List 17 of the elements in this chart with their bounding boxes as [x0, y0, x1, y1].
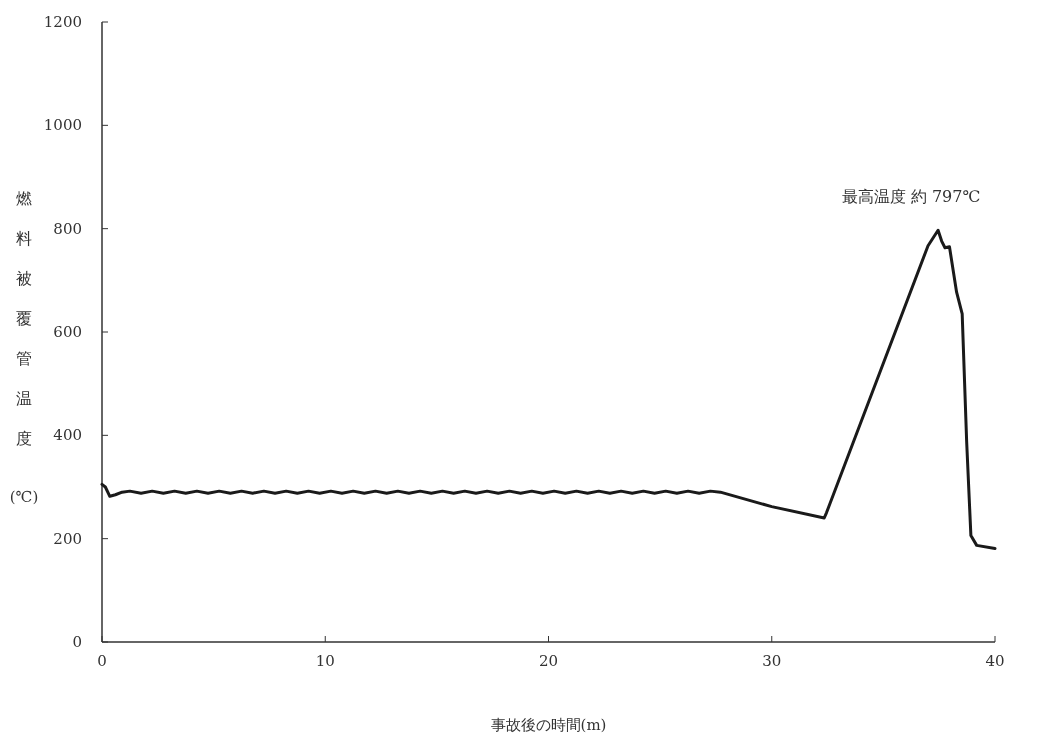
annotation: 最高温度 約 797℃ [841, 187, 981, 207]
y-tick-label: 1200 [43, 13, 82, 31]
x-axis-title: 事故後の時間(m) [490, 716, 607, 733]
x-tick-label: 30 [762, 652, 782, 670]
line-series [100, 228, 997, 550]
x-tick-label: 0 [97, 652, 107, 670]
x-tick-label: 10 [315, 652, 335, 670]
y-tick-label: 1000 [43, 116, 82, 135]
text: 燃料被覆管温度 [16, 189, 32, 448]
y-tick-label: 200 [53, 529, 82, 548]
x-tick-label: 40 [985, 652, 1005, 670]
y2-axis-title: (℃) [9, 488, 39, 506]
y-tick-label: 600 [53, 323, 82, 341]
x-tick-label: 20 [538, 652, 559, 670]
y-tick-label: 400 [53, 426, 82, 445]
y-tick-label: 800 [53, 219, 82, 238]
y-tick-label: 0 [72, 633, 82, 651]
